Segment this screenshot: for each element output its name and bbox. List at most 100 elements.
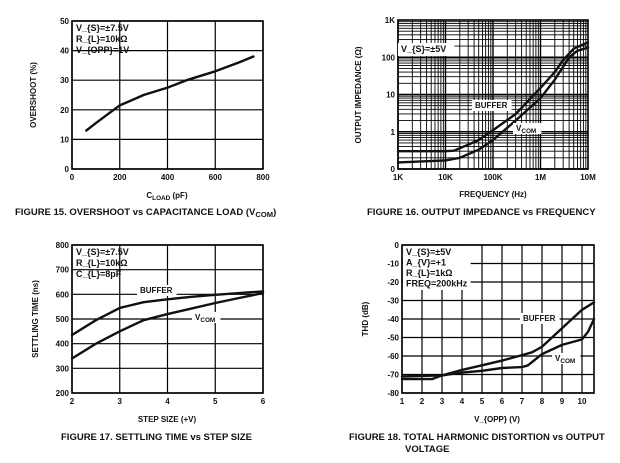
x-tick-label: 10: [578, 397, 587, 406]
series-label-bg: [472, 100, 512, 111]
series-label-bg: [137, 285, 177, 296]
series-label-bg: [513, 123, 542, 134]
series-label-bg: [520, 313, 560, 324]
y-tick-label: 100: [382, 53, 396, 62]
series-label: VCOM: [555, 354, 575, 365]
series-label: VCOM: [516, 124, 536, 135]
condition-annotation: V_{S}=±7.5V: [76, 23, 129, 33]
y-tick-label: 500: [56, 315, 70, 324]
condition-annotation: FREQ=200kHz: [406, 279, 468, 289]
annotation-bg: [403, 246, 471, 290]
x-tick-label: 4: [460, 397, 465, 406]
chart-18: 1 2 3 4 5 6 7 8 9 10 -80 -70 -60 -50 -40 -30 -20 -10 0 V_{O…: [349, 241, 605, 455]
x-tick-label: 2: [70, 397, 75, 406]
condition-annotation: R_{L}=1kΩ: [406, 268, 453, 278]
series-label: BUFFER: [523, 314, 556, 323]
plot-frame: [397, 19, 589, 170]
x-tick-label: 5: [213, 397, 218, 406]
y-tick-label: 1: [391, 128, 396, 137]
chart-17: 2 3 4 5 6 200 300 400 500 600 700 800 STEP SIZE (+V)…: [31, 241, 266, 443]
x-tick-label: 1K: [393, 173, 403, 182]
series-line-2: [400, 317, 596, 378]
condition-annotation: V_{S}=±5V: [406, 247, 451, 257]
y-tick-label: 300: [56, 364, 70, 373]
y-tick-label: 400: [56, 340, 70, 349]
y-tick-label: 0: [65, 165, 70, 174]
y-tick-label: -50: [387, 334, 399, 343]
figure-caption-line2: VOLTAGE: [405, 444, 450, 455]
x-tick-label: 6: [500, 397, 505, 406]
x-axis-label: CLOAD (pF): [146, 191, 188, 202]
y-tick-label: 10: [60, 135, 69, 144]
x-tick-label: 800: [256, 173, 270, 182]
y-tick-label: -70: [387, 371, 399, 380]
y-tick-label: 800: [56, 241, 70, 250]
annotation-bg: [398, 43, 455, 56]
condition-annotation: C_{L}=8pF: [76, 269, 122, 279]
condition-annotation: A_{V}=+1: [406, 258, 446, 268]
y-tick-label: 0: [395, 241, 400, 250]
x-tick-label: 5: [480, 397, 485, 406]
x-tick-label: 6: [261, 397, 266, 406]
y-axis-label: OVERSHOOT (%): [29, 62, 38, 128]
y-tick-label: 200: [56, 389, 70, 398]
y-tick-label: 700: [56, 266, 70, 275]
y-tick-label: -30: [387, 297, 399, 306]
series-line-2: [396, 46, 590, 164]
figure-caption: FIGURE 17. SETTLING TIME vs STEP SIZE: [61, 432, 252, 443]
x-tick-label: 0: [70, 173, 75, 182]
grid: [397, 20, 588, 170]
x-tick-label: 200: [113, 173, 127, 182]
series-label: BUFFER: [475, 101, 508, 110]
x-tick-label: 1: [400, 397, 405, 406]
condition-annotation: V_{S}=±5V: [401, 44, 446, 54]
figure-caption: FIGURE 16. OUTPUT IMPEDANCE vs FREQUENCY: [367, 207, 596, 218]
y-tick-label: -80: [387, 389, 399, 398]
condition-annotation: V_{OPP}=1V: [76, 45, 129, 55]
y-axis-label: THD (dB): [361, 301, 370, 336]
x-tick-label: 9: [560, 397, 565, 406]
y-tick-label: -40: [387, 315, 399, 324]
y-tick-label: 40: [60, 47, 69, 56]
condition-annotation: V_{S}=±7.5V: [76, 247, 129, 257]
series-label: VCOM: [195, 313, 215, 324]
series-line-1: [85, 55, 255, 132]
x-tick-label: 100K: [483, 173, 502, 182]
series-line-1: [396, 41, 590, 153]
figure-caption: FIGURE 18. TOTAL HARMONIC DISTORTION vs …: [349, 432, 605, 443]
x-tick-label: 2: [420, 397, 425, 406]
y-tick-label: 600: [56, 290, 70, 299]
y-axis-label: OUTPUT IMPEDANCE (Ω): [354, 46, 363, 143]
series-line-2: [70, 291, 265, 360]
x-tick-label: 3: [440, 397, 445, 406]
condition-annotation: R_{L}=10kΩ: [76, 258, 128, 268]
series-label-bg: [552, 353, 581, 364]
x-axis-label: STEP SIZE (+V): [138, 415, 197, 424]
x-tick-label: 10M: [580, 173, 596, 182]
y-tick-label: 20: [60, 106, 69, 115]
series-label-bg: [192, 312, 221, 323]
condition-annotation: R_{L}=10kΩ: [76, 34, 128, 44]
x-tick-label: 10K: [438, 173, 453, 182]
x-tick-label: 1M: [535, 173, 546, 182]
y-tick-label: -60: [387, 352, 399, 361]
y-tick-label: 0: [391, 165, 396, 174]
x-axis-label: FREQUENCY (Hz): [459, 190, 527, 199]
x-tick-label: 8: [540, 397, 545, 406]
y-axis-label: SETTLING TIME (ns): [31, 280, 40, 358]
chart-15: 0 200 400 600 800 0 10 20 30 40 50 CLOAD (pF) OVERSH…: [15, 17, 276, 219]
y-tick-label: -10: [387, 260, 399, 269]
x-tick-label: 600: [209, 173, 223, 182]
plot-frame: [71, 20, 264, 170]
x-tick-label: 400: [161, 173, 175, 182]
y-tick-label: 10: [386, 91, 395, 100]
chart-16: 1K 10K 100K 1M 10M 0 1 10 100 1K FREQUENCY (Hz) OUT…: [354, 16, 596, 218]
x-tick-label: 3: [118, 397, 123, 406]
plot-frame: [71, 244, 264, 394]
series-line-1: [70, 290, 265, 337]
x-tick-label: 4: [165, 397, 170, 406]
y-tick-label: 1K: [385, 16, 395, 25]
y-tick-label: 30: [60, 76, 69, 85]
figure-caption: FIGURE 15. OVERSHOOT vs CAPACITANCE LOAD…: [15, 207, 276, 219]
